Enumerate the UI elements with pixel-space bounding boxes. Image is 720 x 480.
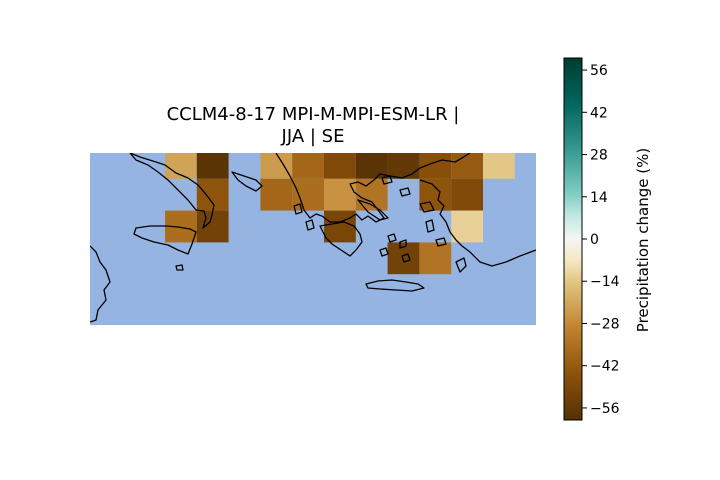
coastline-samos — [435, 237, 447, 247]
grid-cell — [324, 210, 356, 243]
map-title-line-1: CCLM4-8-17 MPI-M-MPI-ESM-LR | — [166, 104, 460, 125]
coastline-italy-heel — [231, 171, 263, 192]
coastline-cyclades — [379, 233, 411, 263]
grid-cell — [260, 178, 293, 211]
coastline-corfu — [293, 203, 303, 215]
map-title-line-2: JJA | SE — [281, 126, 345, 147]
colorbar — [563, 57, 583, 421]
coastline-africa — [90, 245, 111, 323]
colorbar-tick-label: 42 — [590, 105, 608, 121]
coastline-lemnos — [399, 187, 411, 197]
grid-cell — [451, 178, 483, 211]
grid-cell — [387, 242, 420, 275]
grid-cell — [165, 153, 197, 179]
colorbar-tick-label: −56 — [590, 401, 620, 417]
grid-cell — [451, 210, 483, 243]
grid-cell — [419, 178, 452, 211]
colorbar-tick-label: −42 — [590, 359, 620, 375]
colorbar-tick-label: −14 — [590, 274, 620, 290]
grid-cell — [292, 178, 324, 211]
coastlines — [90, 153, 536, 323]
coastline-rhodes — [455, 257, 467, 273]
colorbar-tick-label: 56 — [590, 63, 608, 79]
grid-cell — [196, 178, 229, 211]
coastline-peloponnese — [319, 221, 363, 257]
coastline-malta — [175, 264, 184, 271]
coastline-crete — [365, 279, 425, 292]
precipitation-grid — [165, 153, 515, 275]
grid-cell — [419, 242, 452, 275]
coastline-lesbos — [419, 201, 435, 213]
colorbar-label: Precipitation change (%) — [634, 148, 652, 332]
colorbar-tick-label: 28 — [590, 148, 608, 164]
grid-cell — [196, 153, 229, 179]
grid-cell — [292, 153, 324, 179]
colorbar-tick-label: 0 — [590, 232, 599, 248]
grid-cell — [324, 153, 356, 179]
coastline-chios — [425, 219, 435, 233]
colorbar-tick-label: −28 — [590, 316, 620, 332]
colorbar-ticks: 56 42 28 14 0 −14 −28 −42 −56 — [582, 63, 620, 417]
grid-cell — [451, 153, 483, 179]
colorbar-tick-label: 14 — [590, 190, 608, 206]
coastline-euboea — [357, 199, 389, 221]
coastline-balkans — [275, 153, 471, 223]
coastline-sicily — [133, 225, 197, 255]
coastline-thasos — [381, 175, 393, 185]
coastline-italy — [129, 153, 215, 229]
grid-cell — [196, 210, 229, 243]
coastline-turkey — [419, 179, 536, 267]
grid-cell — [483, 153, 515, 179]
grid-cell — [260, 153, 293, 179]
grid-cell — [387, 153, 420, 179]
coastline-kefalonia — [305, 219, 315, 231]
